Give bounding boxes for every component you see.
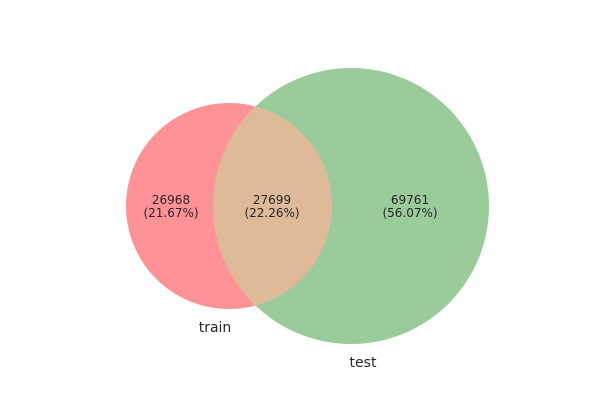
intersection-percent: (22.26%) <box>244 206 299 220</box>
train-only-percent: (21.67%) <box>143 206 198 220</box>
train-only-count: 26968 <box>152 193 190 207</box>
test-only-percent: (56.07%) <box>382 206 437 220</box>
train-set-label: train <box>199 320 232 336</box>
intersection-region <box>213 103 332 309</box>
test-only-count: 69761 <box>391 193 429 207</box>
test-set-label: test <box>350 355 377 371</box>
intersection-count: 27699 <box>253 193 291 207</box>
